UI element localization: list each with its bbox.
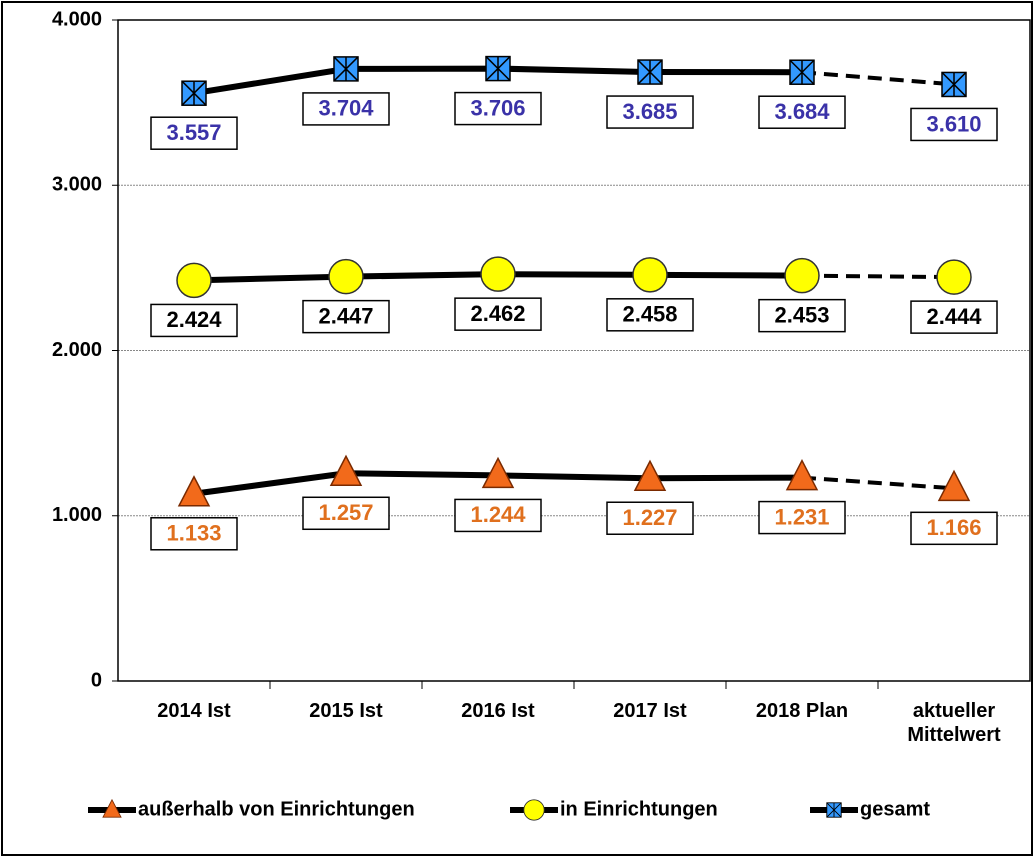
marker (632, 257, 668, 293)
marker (102, 798, 122, 818)
value-label: 1.244 (470, 502, 526, 527)
value-label-box (758, 500, 846, 535)
value-label-box (910, 107, 998, 142)
value-label: 1.166 (926, 515, 981, 540)
value-label-box (910, 511, 998, 546)
marker (177, 475, 211, 507)
marker (826, 802, 842, 818)
x-tick-label: 2015 Ist (309, 700, 383, 722)
value-label: 1.227 (622, 505, 677, 530)
value-label: 3.704 (318, 96, 374, 121)
x-tick-label: 2016 Ist (461, 700, 535, 722)
value-label-box (150, 303, 238, 338)
value-label: 2.424 (166, 307, 222, 332)
value-label: 1.133 (166, 521, 221, 546)
series-line-dashed (801, 475, 955, 491)
marker-star (485, 56, 511, 82)
value-label: 2.444 (926, 304, 982, 329)
value-label: 3.684 (774, 99, 830, 124)
value-label: 2.453 (774, 302, 829, 327)
value-label: 2.462 (470, 301, 525, 326)
value-label-box (606, 95, 694, 129)
marker (181, 80, 207, 106)
value-label-box (302, 496, 390, 531)
marker-star (789, 59, 815, 85)
legend-label: außerhalb von Einrichtungen (138, 798, 415, 820)
value-label: 1.257 (318, 500, 373, 525)
value-label-box (302, 299, 390, 334)
value-label: 3.557 (166, 120, 221, 145)
marker (784, 257, 820, 294)
marker-star (637, 59, 663, 85)
marker (633, 459, 667, 491)
value-label: 1.231 (774, 504, 829, 529)
value-label-box (454, 91, 542, 126)
legend-marker (826, 802, 842, 818)
value-label-box (606, 298, 694, 332)
x-tick-label: 2017 Ist (613, 700, 687, 722)
y-tick-label: 3.000 (52, 174, 102, 196)
series-line-dashed (801, 273, 955, 280)
marker (176, 262, 212, 299)
marker (480, 256, 516, 292)
value-label: 3.706 (470, 95, 525, 120)
marker-star (826, 802, 842, 818)
x-tick-label: 2018 Plan (755, 700, 849, 722)
marker (329, 454, 363, 487)
legend-marker (523, 799, 545, 821)
value-label: 3.610 (926, 111, 981, 136)
value-label-box (454, 498, 542, 533)
marker (941, 71, 967, 98)
value-label-box (302, 92, 390, 126)
legend-label: gesamt (860, 798, 930, 820)
marker (637, 59, 663, 85)
x-tick-label: aktueller Mittelwert (907, 700, 1001, 746)
marker (333, 56, 359, 82)
legend-marker (102, 798, 122, 818)
marker (481, 456, 515, 489)
value-label-box (454, 297, 542, 331)
marker (485, 55, 511, 82)
marker-star (941, 71, 967, 97)
marker-star (333, 56, 359, 82)
value-label: 2.447 (318, 303, 373, 328)
marker (328, 258, 364, 295)
y-tick-label: 4.000 (52, 8, 102, 30)
y-tick-label: 2.000 (52, 339, 102, 361)
y-tick-label: 1.000 (52, 504, 102, 526)
x-tick-label: 2014 Ist (157, 700, 231, 722)
value-label: 3.685 (622, 99, 677, 124)
marker (523, 799, 545, 821)
series-line-dashed (801, 70, 955, 87)
legend-label: in Einrichtungen (560, 798, 718, 820)
value-label-box (758, 95, 846, 129)
y-tick-label: 0 (91, 669, 102, 691)
value-label-box (150, 517, 238, 551)
marker (937, 469, 971, 502)
marker (789, 59, 815, 85)
value-label-box (758, 298, 846, 333)
marker (785, 458, 819, 491)
value-label: 2.458 (622, 302, 677, 327)
value-label-box (150, 116, 238, 150)
value-label-box (606, 501, 694, 535)
marker-star (181, 80, 207, 106)
marker (936, 259, 972, 295)
value-label-box (910, 300, 998, 334)
